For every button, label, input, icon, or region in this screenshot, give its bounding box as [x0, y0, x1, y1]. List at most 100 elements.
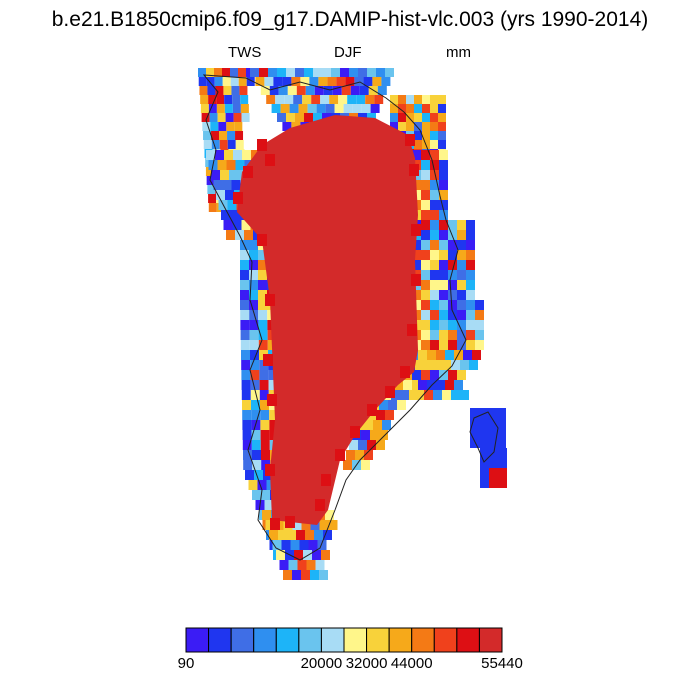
grid-cell: [430, 180, 439, 190]
grid-cell: [421, 340, 430, 350]
grid-cell: [249, 250, 258, 260]
grid-cell: [226, 122, 235, 131]
grid-cell: [310, 570, 319, 580]
grid-cell: [358, 68, 367, 77]
grid-cell: [430, 95, 438, 104]
grid-cell: [345, 77, 355, 86]
grid-cell: [421, 230, 430, 240]
grid-cell: [421, 370, 430, 380]
colorbar-box: [185, 627, 210, 653]
colorbar-box: [388, 627, 413, 653]
ice-edge-cell: [270, 518, 280, 530]
grid-cell: [241, 380, 251, 390]
grid-cell: [439, 320, 448, 330]
grid-cell: [277, 68, 286, 77]
grid-cell: [397, 400, 406, 410]
grid-cell: [258, 340, 268, 350]
grid-cell: [457, 330, 466, 340]
grid-cell: [216, 95, 225, 104]
grid-cell: [466, 270, 475, 280]
grid-cell: [261, 450, 270, 460]
grid-cell: [258, 320, 268, 330]
grid-cell: [221, 210, 230, 220]
grid-cell: [224, 104, 233, 113]
grid-cell: [363, 77, 373, 86]
colorbar-box: [343, 627, 368, 653]
grid-cell: [390, 104, 398, 113]
grid-cell: [282, 122, 292, 131]
grid-cell: [206, 77, 215, 86]
grid-cell: [439, 280, 448, 290]
grid-cell: [448, 340, 457, 350]
grid-cell: [232, 95, 241, 104]
grid-cell: [219, 131, 228, 140]
grid-cell: [421, 260, 430, 270]
grid-cell: [430, 140, 438, 149]
grid-cell: [445, 380, 454, 390]
grid-cell: [370, 430, 379, 440]
grid-cell: [454, 350, 463, 360]
grid-cell: [210, 122, 219, 131]
grid-cell: [240, 300, 249, 310]
grid-cell: [439, 230, 448, 240]
grid-cell: [422, 131, 430, 140]
colorbar-tick-label: 90: [177, 655, 195, 672]
grid-cell: [472, 350, 481, 360]
grid-cell: [240, 95, 249, 104]
grid-cell: [414, 104, 422, 113]
grid-cell: [240, 320, 250, 330]
units-label: mm: [446, 44, 471, 61]
grid-cell: [316, 104, 326, 113]
grid-cell: [245, 470, 254, 480]
grid-cell: [266, 95, 276, 104]
grid-cell: [358, 440, 367, 450]
grid-cell: [439, 210, 448, 220]
grid-cell: [466, 340, 475, 350]
grid-cell: [215, 150, 224, 160]
grid-cell: [418, 380, 427, 390]
grid-cell: [216, 104, 225, 113]
grid-cell: [448, 280, 457, 290]
grid-cell: [309, 77, 319, 86]
grid-cell: [232, 220, 242, 230]
grid-cell: [207, 86, 216, 95]
grid-cell: [457, 340, 466, 350]
grid-cell: [439, 310, 448, 320]
colorbar-box: [275, 627, 300, 653]
grid-cell: [321, 550, 330, 560]
grid-cell: [279, 560, 289, 570]
grid-cell: [199, 86, 208, 95]
grid-cell: [206, 68, 214, 77]
grid-cell: [252, 490, 261, 500]
grid-cell: [430, 300, 439, 310]
grid-cell: [367, 113, 376, 122]
grid-cell: [341, 86, 351, 95]
grid-cell: [322, 68, 331, 77]
grid-cell: [412, 290, 421, 300]
grid-cell: [412, 370, 421, 380]
ice-edge-cell: [350, 426, 360, 438]
grid-cell: [259, 380, 269, 390]
grid-cell: [448, 320, 457, 330]
grid-cell: [278, 86, 288, 95]
grid-cell: [305, 86, 315, 95]
grid-cell: [242, 430, 252, 440]
grid-cell: [249, 320, 259, 330]
grid-cell: [466, 260, 475, 270]
grid-cell: [406, 390, 415, 400]
grid-cell: [240, 340, 250, 350]
grid-cell: [252, 450, 261, 460]
grid-cell: [445, 350, 454, 360]
grid-cell: [240, 270, 249, 280]
grid-cell: [421, 240, 430, 250]
grid-cell: [250, 350, 259, 360]
grid-cell: [466, 280, 475, 290]
grid-cell: [220, 170, 229, 180]
grid-cell: [259, 370, 269, 380]
grid-cell: [498, 448, 507, 458]
grid-cell: [479, 428, 488, 438]
grid-cell: [480, 478, 489, 488]
grid-cell: [255, 77, 265, 86]
ice-edge-cell: [405, 134, 415, 146]
grid-cell: [480, 468, 489, 478]
